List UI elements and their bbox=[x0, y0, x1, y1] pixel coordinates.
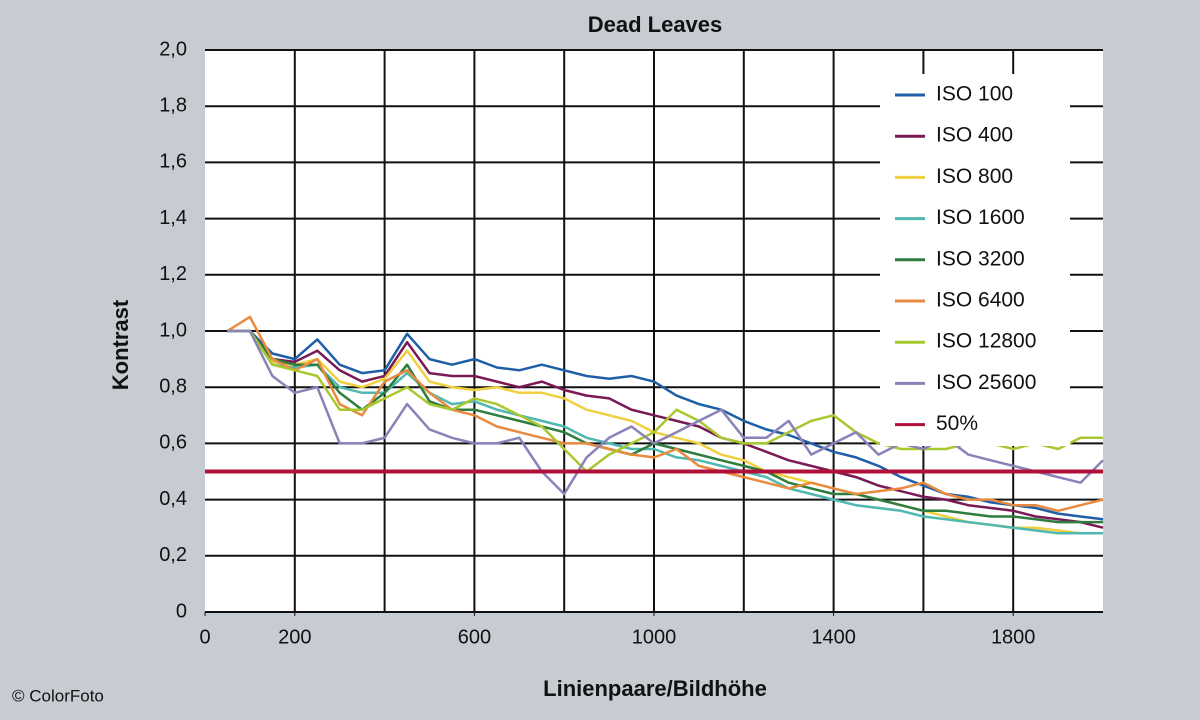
x-axis-label: Linienpaare/Bildhöhe bbox=[543, 676, 767, 701]
series-line bbox=[227, 329, 1103, 535]
legend-label: ISO 6400 bbox=[936, 289, 1025, 312]
y-tick-label: 1,4 bbox=[159, 207, 187, 229]
y-tick-label: 1,6 bbox=[159, 151, 187, 173]
y-tick-label: 2,0 bbox=[159, 38, 187, 60]
y-tick-label: 0,6 bbox=[159, 432, 187, 454]
y-tick-label: 1,8 bbox=[159, 94, 187, 116]
legend-label: ISO 1600 bbox=[936, 206, 1025, 229]
series-line bbox=[227, 329, 1103, 524]
legend-label: ISO 800 bbox=[936, 165, 1013, 188]
y-tick-label: 0 bbox=[176, 600, 187, 622]
x-tick-label: 600 bbox=[458, 626, 491, 648]
series-line bbox=[227, 329, 1104, 496]
y-tick-label: 1,0 bbox=[159, 319, 187, 341]
x-tick-label: 200 bbox=[278, 626, 311, 648]
series-line bbox=[227, 329, 1104, 521]
x-tick-label: 1400 bbox=[811, 626, 856, 648]
legend-label: ISO 400 bbox=[936, 124, 1013, 147]
y-tick-label: 0,4 bbox=[159, 488, 187, 510]
y-tick-label: 1,2 bbox=[159, 263, 187, 285]
x-tick-label: 1800 bbox=[991, 626, 1036, 648]
chart-title: Dead Leaves bbox=[588, 12, 723, 37]
credit: © ColorFoto bbox=[12, 686, 104, 705]
legend-label: ISO 12800 bbox=[936, 330, 1036, 353]
y-tick-label: 0,8 bbox=[159, 375, 187, 397]
x-tick-label: 1000 bbox=[632, 626, 677, 648]
series-line bbox=[227, 329, 1104, 529]
x-tick-label: 0 bbox=[199, 626, 210, 648]
legend-label: ISO 25600 bbox=[936, 371, 1036, 394]
legend-label: 50% bbox=[936, 412, 978, 435]
legend-label: ISO 100 bbox=[936, 83, 1013, 106]
series-line bbox=[226, 315, 1104, 513]
y-tick-label: 0,2 bbox=[159, 544, 187, 566]
legend-label: ISO 3200 bbox=[936, 247, 1025, 270]
y-axis-label: Kontrast bbox=[108, 299, 133, 390]
